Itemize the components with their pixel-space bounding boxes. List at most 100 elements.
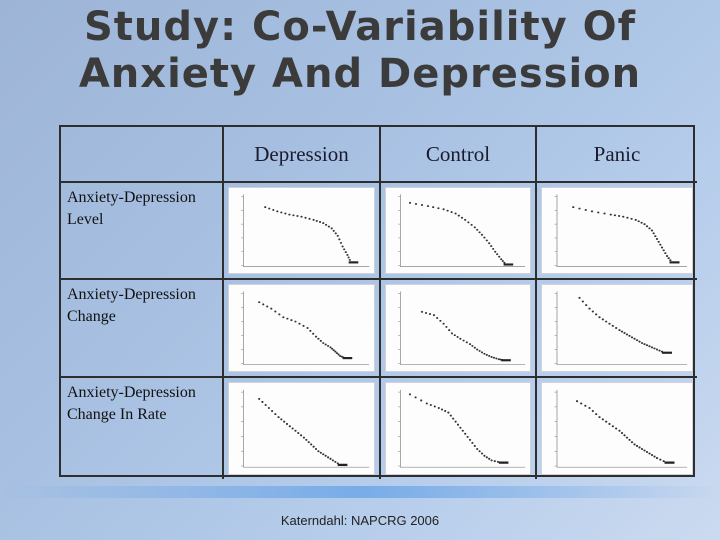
- plot-point: [276, 210, 279, 213]
- plot-point: [327, 225, 330, 228]
- plot-point: [408, 393, 412, 396]
- plot-point: [267, 407, 270, 410]
- plot-point: [633, 443, 636, 446]
- plot-point: [578, 207, 581, 210]
- plot-point: [264, 206, 267, 209]
- plot-point-cluster: [498, 461, 509, 464]
- plot-point: [496, 253, 499, 256]
- plot-point: [467, 221, 470, 224]
- plot-point: [496, 460, 500, 463]
- plot-point: [261, 400, 264, 403]
- plot-point: [643, 449, 646, 452]
- plot-point: [620, 330, 624, 333]
- plot-point: [272, 209, 275, 211]
- plot-point: [667, 257, 670, 260]
- plot-point-cluster: [669, 261, 680, 264]
- plot-point: [317, 337, 320, 340]
- slide-title: Study: Co-Variability Of Anxiety And Dep…: [0, 4, 720, 98]
- plot-point: [456, 423, 460, 426]
- plot-point: [483, 454, 486, 457]
- plot-point: [319, 339, 322, 342]
- plot-point: [314, 447, 318, 450]
- plot-point-cluster: [503, 263, 514, 266]
- plot-point: [444, 410, 447, 413]
- plot-point: [459, 426, 462, 429]
- plot-point: [611, 425, 614, 428]
- plot-axes: [400, 194, 526, 267]
- plot-point: [456, 335, 459, 338]
- plot-point: [634, 218, 637, 221]
- plot-point: [625, 436, 629, 439]
- plot-point: [277, 416, 280, 419]
- plot-point: [322, 222, 325, 225]
- plot-point: [322, 342, 325, 345]
- plot-point: [294, 429, 297, 432]
- plot-point: [332, 229, 335, 232]
- plot-point: [628, 438, 631, 441]
- plot-point: [655, 238, 659, 240]
- plot-cell: [537, 378, 697, 479]
- plot-point: [488, 242, 491, 245]
- plot-point: [635, 444, 639, 447]
- plot-point: [485, 456, 488, 459]
- plot-point: [660, 246, 664, 249]
- plot-point: [318, 221, 322, 223]
- plot-point: [490, 245, 493, 248]
- plot-point: [628, 334, 631, 337]
- plot-point: [643, 343, 646, 346]
- plot-point: [473, 346, 476, 349]
- plot-point: [595, 413, 598, 416]
- plot-point: [650, 346, 654, 349]
- plot-point: [468, 438, 472, 441]
- plot-point: [633, 337, 636, 340]
- decorative-band: [0, 486, 720, 498]
- plot-point: [322, 453, 325, 456]
- plot-point: [638, 340, 641, 343]
- plot-point: [437, 407, 440, 410]
- plot-point: [447, 411, 450, 414]
- plot-point: [312, 332, 315, 335]
- plot-point: [448, 329, 451, 332]
- plot-point: [425, 402, 428, 405]
- plot-point: [615, 327, 618, 329]
- plot-point: [581, 300, 584, 303]
- plot-point: [659, 458, 662, 461]
- plot-point: [478, 349, 481, 352]
- plot-point: [432, 314, 436, 317]
- plot-point: [302, 324, 305, 327]
- plot-point: [334, 350, 337, 353]
- plot-point: [669, 259, 672, 262]
- plot-point: [450, 211, 453, 214]
- plot-point: [339, 241, 343, 244]
- plot-point: [319, 451, 322, 454]
- plot-point: [288, 213, 291, 216]
- plot-point: [492, 356, 496, 359]
- plot-point: [578, 296, 581, 299]
- plot-point: [588, 307, 591, 310]
- plot-point: [608, 322, 611, 325]
- plot-point: [440, 408, 444, 411]
- plot-point: [601, 418, 604, 421]
- plot-point: [657, 240, 660, 243]
- plot-point: [584, 209, 587, 211]
- plot-point: [437, 207, 440, 210]
- plot-axes: [243, 291, 370, 365]
- plot-point: [309, 329, 312, 332]
- plot-point: [503, 261, 506, 264]
- plot-point: [650, 454, 654, 457]
- plot-point: [285, 422, 289, 425]
- column-header-control: Control: [381, 127, 537, 183]
- plot-point: [308, 217, 311, 220]
- plot-point: [414, 396, 417, 399]
- plot-point: [271, 410, 274, 413]
- plot-point: [473, 444, 476, 447]
- plot-point: [645, 225, 649, 228]
- plot-point: [324, 343, 327, 346]
- row-label-level: Anxiety-Depression Level: [61, 183, 224, 280]
- plot-point: [480, 351, 484, 354]
- scatter-plot-thumbnail: [541, 382, 693, 475]
- plot-point: [457, 214, 460, 217]
- plot-point: [598, 416, 601, 419]
- plot-point: [478, 450, 481, 453]
- plot-point: [334, 232, 337, 235]
